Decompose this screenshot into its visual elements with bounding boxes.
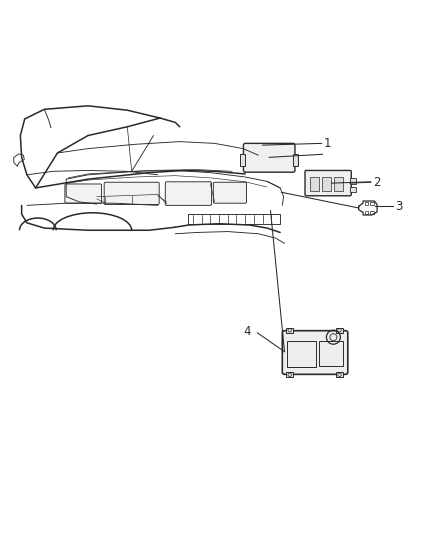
- Text: 1: 1: [324, 137, 331, 150]
- Text: 4: 4: [243, 326, 251, 338]
- FancyBboxPatch shape: [244, 143, 295, 172]
- Bar: [286, 372, 293, 377]
- FancyBboxPatch shape: [305, 171, 351, 196]
- Bar: [370, 211, 374, 214]
- Bar: [336, 372, 343, 377]
- Bar: [287, 341, 316, 367]
- FancyBboxPatch shape: [65, 184, 102, 203]
- Bar: [365, 203, 368, 205]
- Bar: [365, 211, 368, 214]
- FancyBboxPatch shape: [104, 182, 159, 205]
- Bar: [310, 176, 318, 191]
- Bar: [336, 328, 343, 333]
- Bar: [350, 178, 356, 183]
- FancyBboxPatch shape: [165, 182, 212, 205]
- Text: 3: 3: [395, 200, 403, 213]
- Bar: [240, 154, 245, 166]
- Bar: [293, 154, 298, 166]
- Bar: [350, 187, 356, 192]
- Text: 2: 2: [373, 176, 381, 189]
- Bar: [334, 176, 343, 191]
- Bar: [286, 328, 293, 333]
- FancyBboxPatch shape: [213, 182, 247, 203]
- Bar: [322, 176, 331, 191]
- FancyBboxPatch shape: [283, 330, 348, 374]
- Bar: [370, 203, 374, 205]
- Bar: [318, 341, 343, 366]
